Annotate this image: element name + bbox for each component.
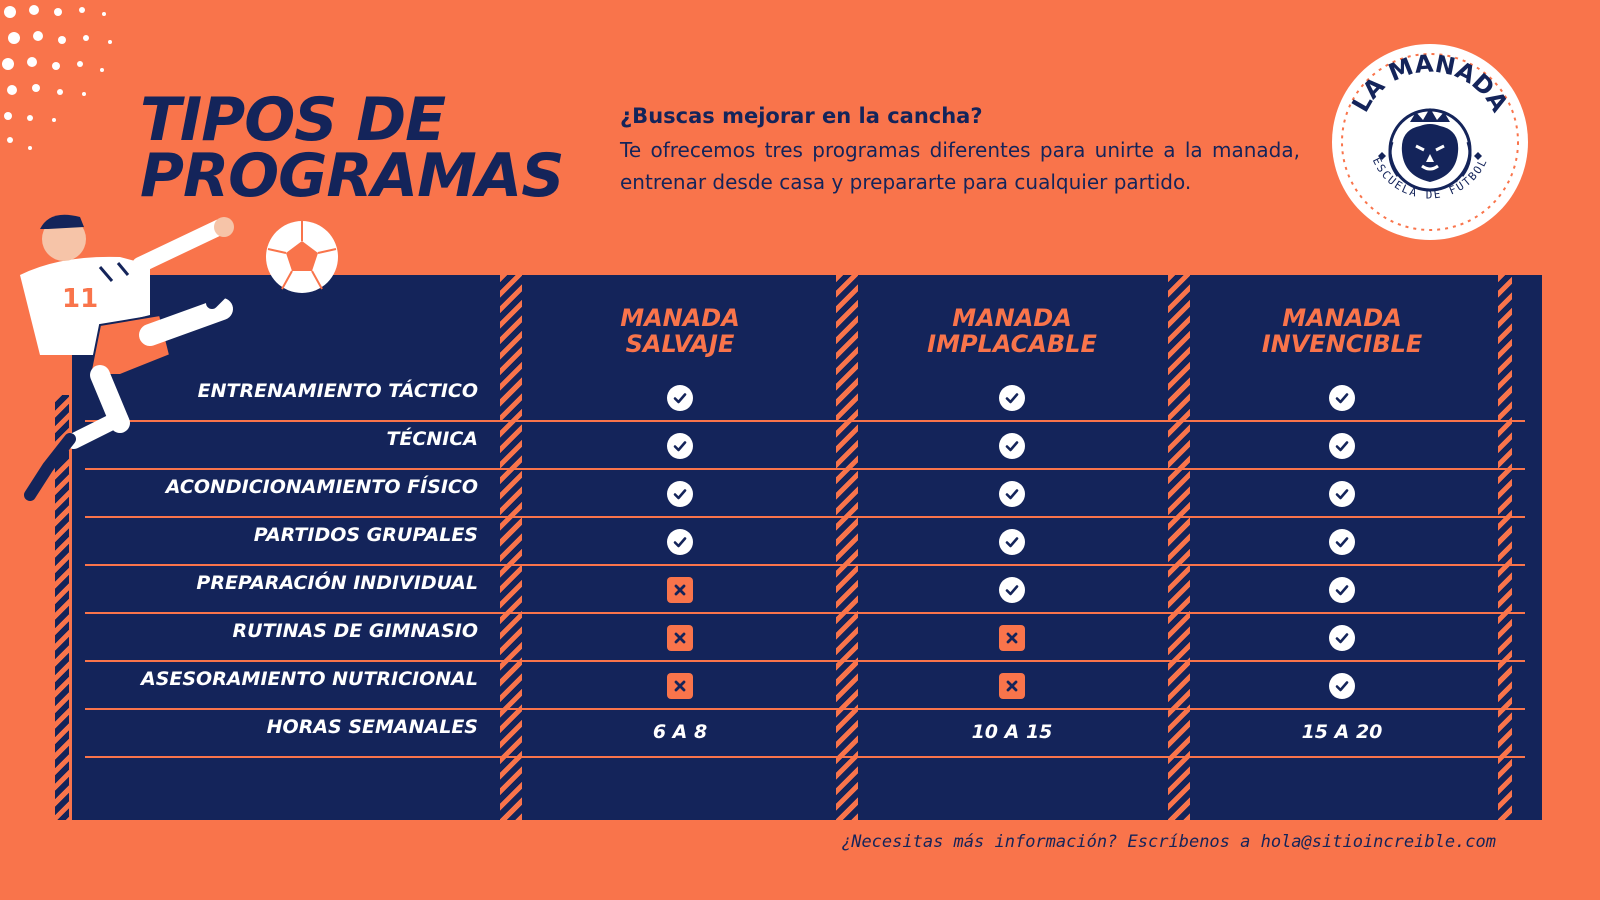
program-header-implacable: MANADA IMPLACABLE: [862, 305, 1162, 357]
cross-icon: [667, 673, 693, 699]
program-name-line2: SALVAJE: [625, 330, 735, 358]
check-icon: [667, 433, 693, 459]
cross-icon: [999, 673, 1025, 699]
row-divider: [85, 468, 1525, 470]
table-divider: [1498, 275, 1512, 820]
check-icon: [1329, 673, 1355, 699]
table-divider: [836, 275, 858, 820]
check-icon: [1329, 481, 1355, 507]
soccer-ball-icon: [266, 221, 338, 293]
row-divider: [85, 756, 1525, 758]
check-icon: [999, 577, 1025, 603]
table-cell: [530, 522, 830, 562]
table-cell: [1192, 666, 1492, 706]
lion-crest-icon: [1378, 108, 1482, 192]
check-icon: [1329, 577, 1355, 603]
program-header-invencible: MANADA INVENCIBLE: [1192, 305, 1492, 357]
hours-value: 6 A 8: [652, 721, 708, 743]
table-cell: [862, 522, 1162, 562]
row-divider: [85, 708, 1525, 710]
table-cell: [1192, 618, 1492, 658]
title-line-2: PROGRAMAS: [140, 141, 564, 211]
hours-value: 15 A 20: [1301, 721, 1383, 743]
program-name-line1: MANADA: [620, 304, 740, 332]
table-divider: [55, 395, 69, 820]
check-icon: [667, 529, 693, 555]
decorative-dots: [2, 5, 112, 150]
check-icon: [999, 433, 1025, 459]
football-player-illustration: 11 11: [20, 214, 338, 501]
table-cell: [530, 474, 830, 514]
check-icon: [1329, 625, 1355, 651]
check-icon: [667, 385, 693, 411]
row-label-gimnasio: RUTINAS DE GIMNASIO: [232, 620, 478, 642]
svg-text:11: 11: [62, 284, 98, 314]
cross-icon: [667, 577, 693, 603]
row-label-horas: HORAS SEMANALES: [266, 716, 478, 738]
table-cell: [1192, 570, 1492, 610]
intro-block: ¿Buscas mejorar en la cancha? Te ofrecem…: [620, 104, 1300, 198]
la-manada-logo: LA MANADA ESCUELA DE FÚTBOL: [1330, 42, 1530, 242]
check-icon: [999, 481, 1025, 507]
check-icon: [999, 385, 1025, 411]
cross-icon: [999, 625, 1025, 651]
table-cell: [530, 570, 830, 610]
intro-description: Te ofrecemos tres programas diferentes p…: [620, 138, 1300, 194]
table-cell: [1192, 426, 1492, 466]
table-cell: [530, 426, 830, 466]
program-header-salvaje: MANADA SALVAJE: [530, 305, 830, 357]
table-cell: [1192, 378, 1492, 418]
check-icon: [1329, 433, 1355, 459]
table-cell: [530, 618, 830, 658]
check-icon: [1329, 529, 1355, 555]
check-icon: [1329, 385, 1355, 411]
cross-icon: [667, 625, 693, 651]
hours-cell-salvaje: 6 A 8: [530, 712, 830, 752]
row-label-nutricional: ASESORAMIENTO NUTRICIONAL: [141, 668, 478, 690]
row-label-individual: PREPARACIÓN INDIVIDUAL: [196, 572, 478, 594]
hours-cell-invencible: 15 A 20: [1192, 712, 1492, 752]
contact-footer: ¿Necesitas más información? Escríbenos a…: [840, 832, 1496, 852]
row-divider: [85, 564, 1525, 566]
row-label-tactico: ENTRENAMIENTO TÁCTICO: [197, 380, 478, 402]
row-label-fisico: ACONDICIONAMIENTO FÍSICO: [165, 476, 478, 498]
program-name-line1: MANADA: [1282, 304, 1402, 332]
page-title: TIPOS DE PROGRAMAS: [140, 85, 564, 211]
row-divider: [85, 612, 1525, 614]
hours-value: 10 A 15: [971, 721, 1053, 743]
row-label-tecnica: TÉCNICA: [386, 428, 478, 450]
hours-cell-implacable: 10 A 15: [862, 712, 1162, 752]
table-cell: [862, 570, 1162, 610]
table-cell: [1192, 522, 1492, 562]
row-divider: [85, 516, 1525, 518]
programs-table: [72, 275, 1542, 820]
check-icon: [999, 529, 1025, 555]
row-divider: [85, 420, 1525, 422]
table-cell: [862, 666, 1162, 706]
row-divider: [85, 660, 1525, 662]
title-line-1: TIPOS DE: [140, 85, 446, 155]
table-cell: [862, 474, 1162, 514]
table-cell: [862, 426, 1162, 466]
row-label-partidos: PARTIDOS GRUPALES: [253, 524, 478, 546]
check-icon: [667, 481, 693, 507]
program-name-line2: INVENCIBLE: [1261, 330, 1423, 358]
intro-question: ¿Buscas mejorar en la cancha?: [620, 104, 983, 128]
table-divider: [1168, 275, 1190, 820]
table-cell: [530, 666, 830, 706]
table-cell: [530, 378, 830, 418]
table-cell: [1192, 474, 1492, 514]
program-name-line1: MANADA: [952, 304, 1072, 332]
table-divider: [500, 275, 522, 820]
table-cell: [862, 378, 1162, 418]
program-name-line2: IMPLACABLE: [927, 330, 1097, 358]
table-cell: [862, 618, 1162, 658]
